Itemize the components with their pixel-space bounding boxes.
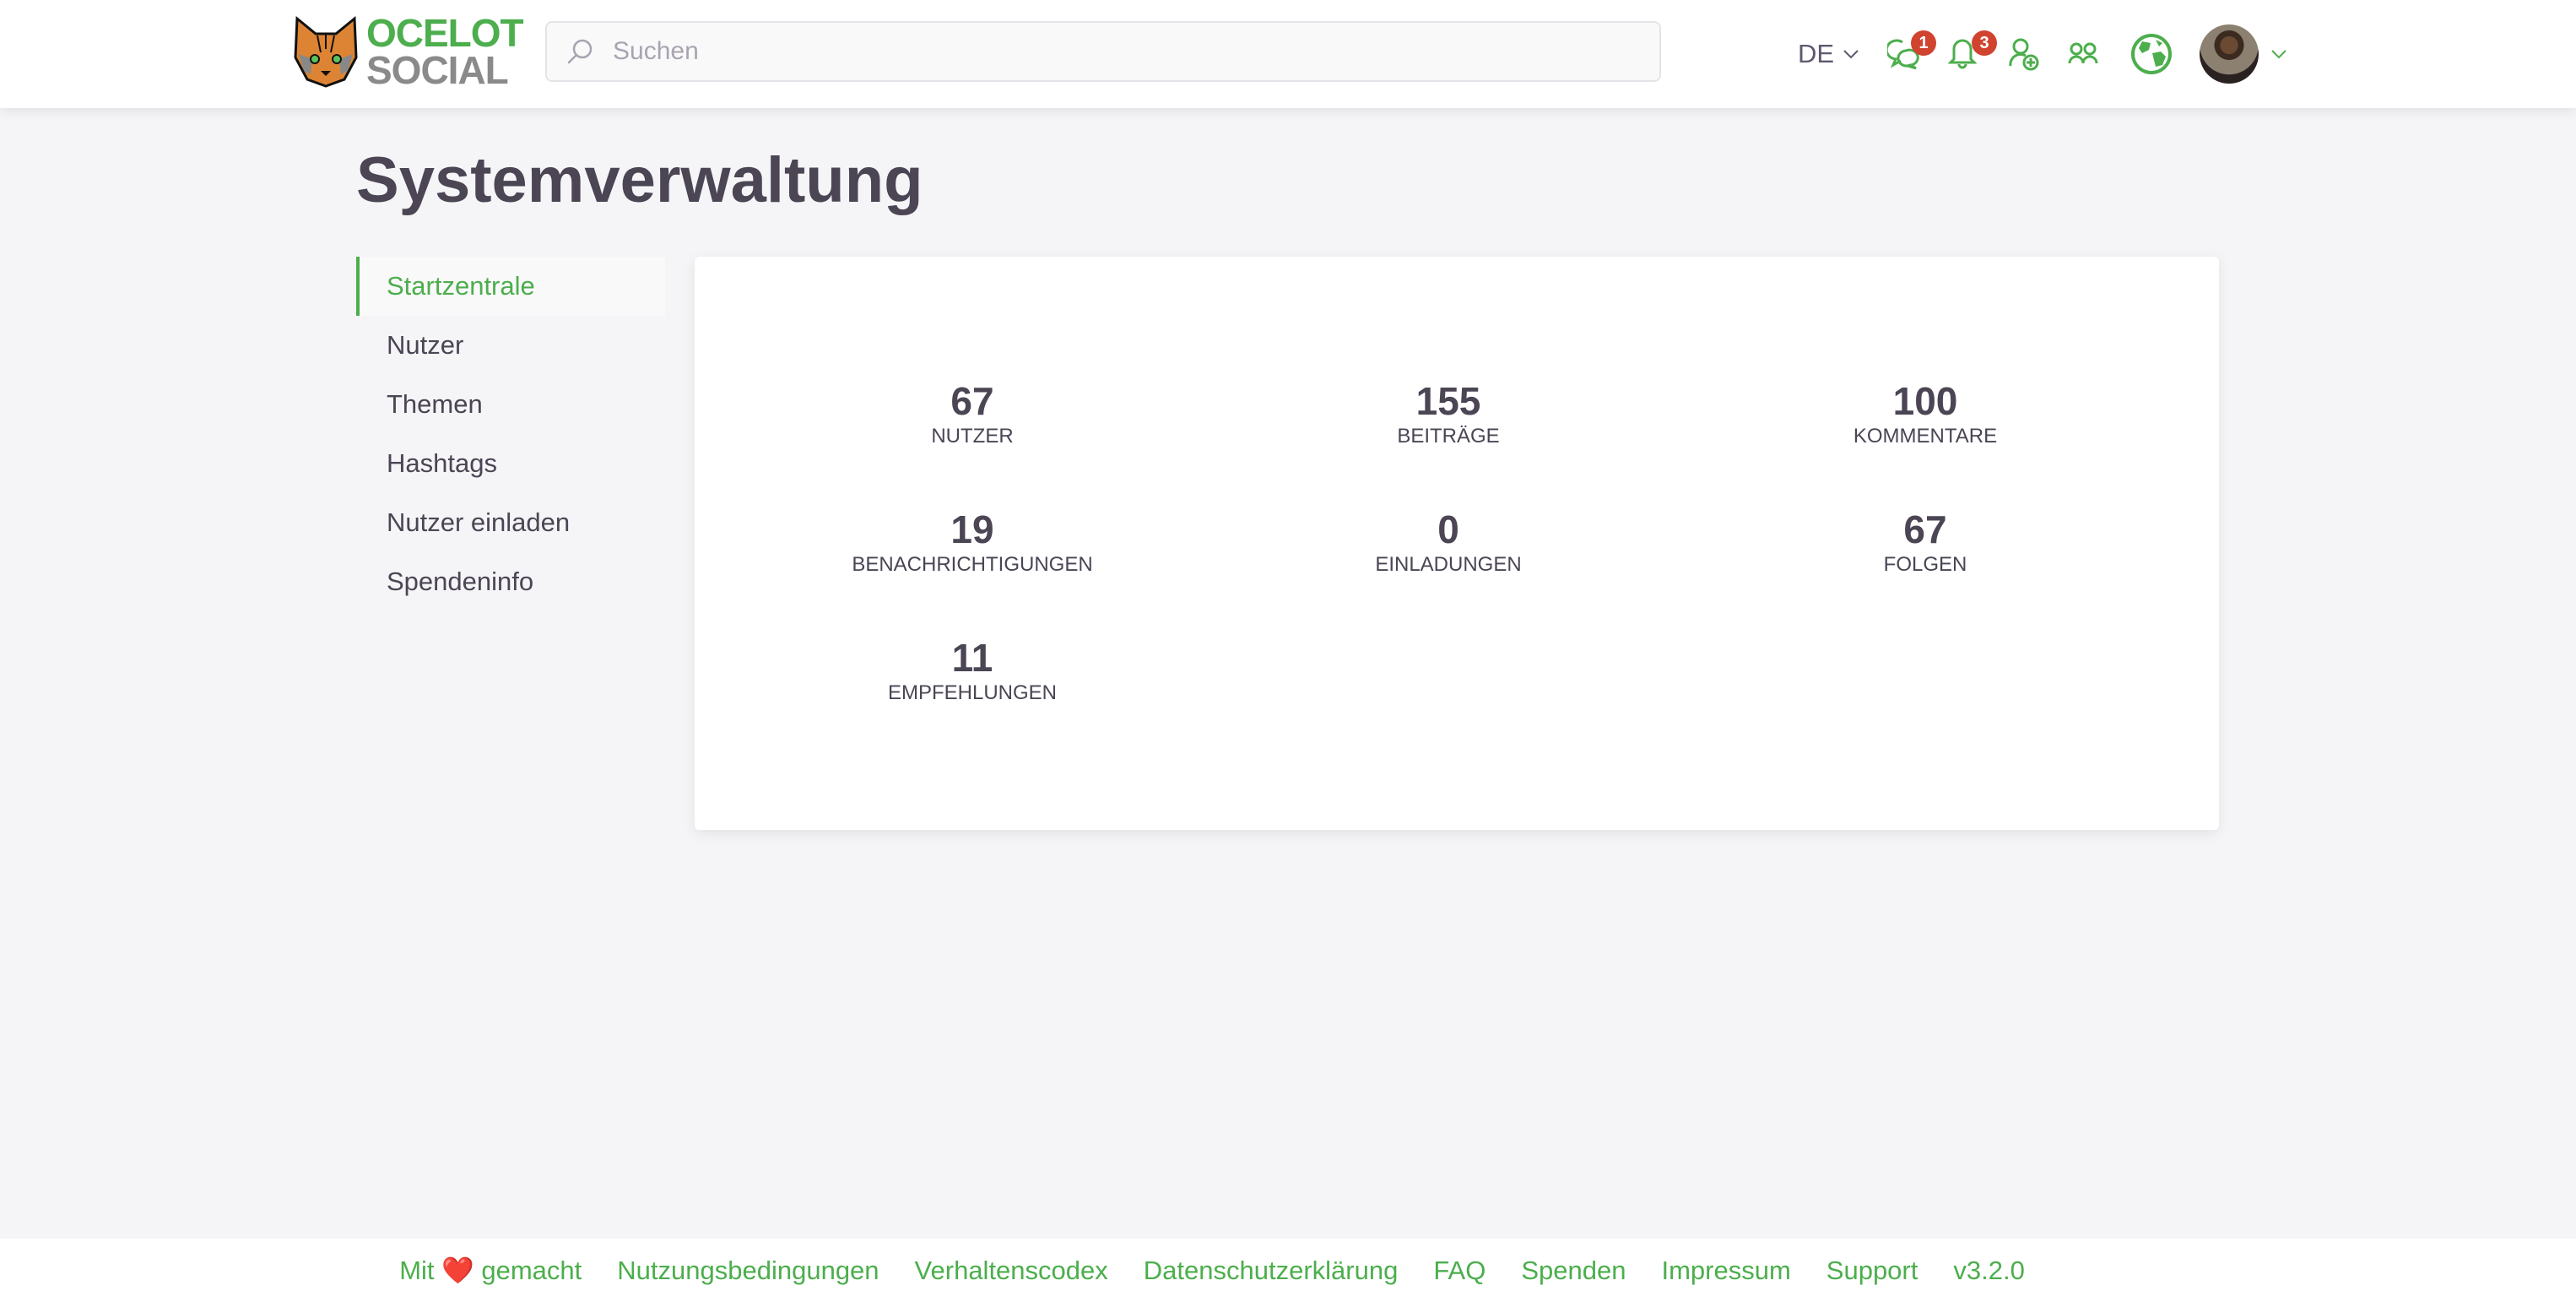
chat-button[interactable]: 1 bbox=[1887, 25, 1936, 83]
language-switch[interactable]: DE bbox=[1798, 25, 1859, 83]
made-with-suffix: gemacht bbox=[481, 1256, 582, 1285]
avatar[interactable] bbox=[2200, 24, 2259, 84]
stat-posts: 155 Beiträge bbox=[1237, 379, 1659, 448]
footer-link-faq[interactable]: FAQ bbox=[1433, 1255, 1486, 1285]
stat-shouts: 11 Empfehlungen bbox=[761, 636, 1183, 705]
stat-users: 67 Nutzer bbox=[761, 379, 1183, 448]
stat-label: Einladungen bbox=[1375, 553, 1522, 576]
footer-link-privacy[interactable]: Datenschutzerklärung bbox=[1143, 1255, 1399, 1285]
sidebar-item-spendeninfo[interactable]: Spendeninfo bbox=[387, 567, 534, 596]
chat-badge: 1 bbox=[1911, 30, 1936, 56]
logo[interactable]: OCELOT SOCIAL bbox=[292, 11, 524, 92]
logo-text-ocelot: OCELOT bbox=[366, 11, 524, 55]
stat-notifications: 19 Benachrichtigungen bbox=[761, 507, 1183, 577]
footer-link-donate[interactable]: Spenden bbox=[1521, 1255, 1626, 1285]
stat-label: Folgen bbox=[1883, 553, 1967, 576]
chevron-down-icon bbox=[1843, 50, 1859, 59]
header: OCELOT SOCIAL DE 1 3 bbox=[0, 0, 2576, 108]
footer-link-imprint[interactable]: Impressum bbox=[1661, 1255, 1791, 1285]
heart-icon: ❤️ bbox=[441, 1256, 474, 1285]
ocelot-logo-icon bbox=[294, 15, 358, 88]
stat-follows: 67 Folgen bbox=[1714, 507, 2136, 577]
page-title: Systemverwaltung bbox=[356, 144, 923, 216]
stat-label: Kommentare bbox=[1853, 425, 1998, 448]
footer-link-code-of-conduct[interactable]: Verhaltenscodex bbox=[914, 1255, 1108, 1285]
user-menu[interactable] bbox=[2200, 24, 2287, 84]
statistics-card: 67 Nutzer 155 Beiträge 100 Kommentare 19… bbox=[695, 257, 2219, 830]
user-plus-icon bbox=[2009, 38, 2039, 71]
chevron-down-icon bbox=[2271, 50, 2286, 59]
sidebar-item-hashtags[interactable]: Hashtags bbox=[387, 448, 497, 478]
stat-label: Benachrichtigungen bbox=[852, 553, 1093, 576]
footer-link-version[interactable]: v3.2.0 bbox=[1953, 1255, 2025, 1285]
stat-value: 11 bbox=[951, 636, 993, 680]
stat-value: 100 bbox=[1892, 379, 1958, 423]
groups-button[interactable] bbox=[2068, 25, 2098, 83]
language-label: DE bbox=[1798, 39, 1835, 68]
made-with-love-link[interactable]: Mit ❤️ gemacht bbox=[399, 1255, 582, 1286]
bell-icon bbox=[1948, 39, 1977, 69]
notifications-button[interactable]: 3 bbox=[1948, 25, 1997, 83]
stat-value: 0 bbox=[1437, 507, 1459, 551]
notifications-badge: 3 bbox=[1972, 30, 1997, 56]
made-with-prefix: Mit bbox=[399, 1256, 435, 1285]
footer-link-terms[interactable]: Nutzungsbedingungen bbox=[617, 1255, 879, 1285]
footer: Mit ❤️ gemacht Nutzungsbedingungen Verha… bbox=[0, 1239, 2576, 1302]
globe-icon bbox=[2131, 34, 2172, 74]
stat-value: 67 bbox=[1903, 507, 1947, 551]
stat-invites: 0 Einladungen bbox=[1237, 507, 1659, 577]
stat-label: Nutzer bbox=[931, 425, 1014, 448]
stat-value: 155 bbox=[1415, 379, 1481, 423]
map-button[interactable] bbox=[2130, 25, 2173, 83]
sidebar-item-themen[interactable]: Themen bbox=[387, 389, 483, 419]
search-icon bbox=[567, 39, 593, 64]
search-box[interactable] bbox=[545, 21, 1661, 82]
sidebar-item-startzentrale[interactable]: Startzentrale bbox=[356, 257, 665, 316]
stat-value: 67 bbox=[950, 379, 994, 423]
stat-label: Empfehlungen bbox=[887, 681, 1058, 704]
sidebar-item-nutzer[interactable]: Nutzer bbox=[387, 330, 464, 360]
search-input[interactable] bbox=[611, 36, 1627, 67]
sidebar-item-nutzer-einladen[interactable]: Nutzer einladen bbox=[387, 507, 571, 537]
stat-comments: 100 Kommentare bbox=[1714, 379, 2136, 448]
invite-user-button[interactable] bbox=[2009, 25, 2039, 83]
stat-value: 19 bbox=[950, 507, 994, 551]
groups-icon bbox=[2068, 42, 2098, 64]
footer-link-support[interactable]: Support bbox=[1826, 1255, 1918, 1285]
admin-sidebar: Startzentrale Nutzer Themen Hashtags Nut… bbox=[356, 257, 665, 611]
stat-label: Beiträge bbox=[1397, 425, 1500, 448]
logo-text-social: SOCIAL bbox=[366, 48, 509, 92]
